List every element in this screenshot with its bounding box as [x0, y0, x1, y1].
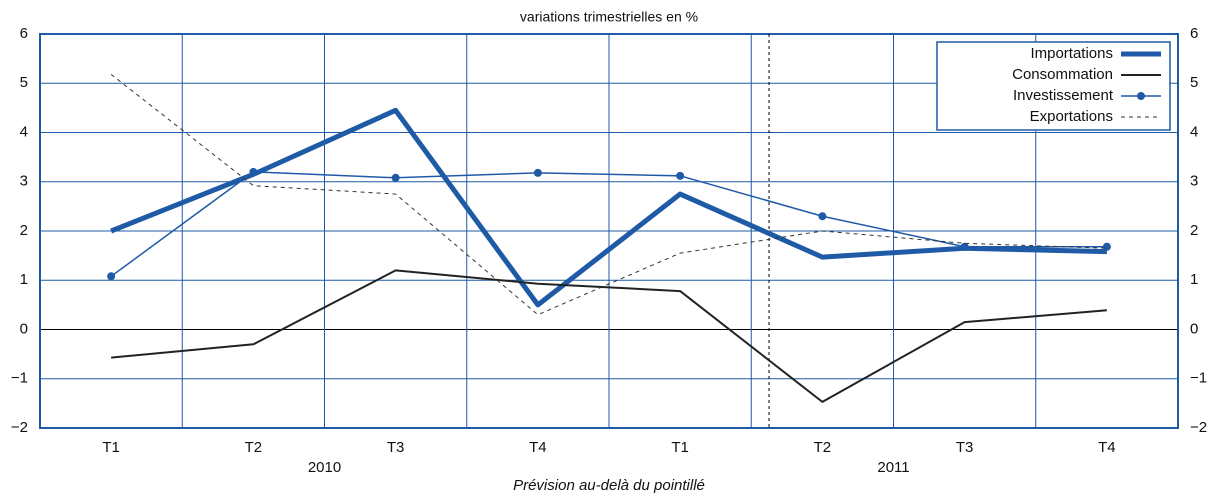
- y2-tick-label: 4: [1190, 123, 1198, 140]
- y2-tick-label: 3: [1190, 173, 1198, 190]
- x-tick-label: T2: [245, 439, 263, 456]
- series-line: [110, 171, 1107, 277]
- series-line: [111, 269, 1107, 403]
- y2-tick-label: −1: [1190, 370, 1207, 387]
- series-line: [110, 107, 1107, 308]
- series-marker: [533, 168, 542, 177]
- series-marker: [818, 212, 827, 221]
- y-tick-label: −2: [11, 419, 28, 436]
- series-marker: [107, 272, 116, 281]
- series-marker: [676, 171, 685, 180]
- y-tick-label: 3: [20, 173, 28, 190]
- legend-marker: [1137, 92, 1145, 100]
- y-tick-label: 1: [20, 271, 28, 288]
- y2-tick-label: 0: [1190, 320, 1198, 337]
- x-axis-title: Prévision au-delà du pointillé: [513, 477, 705, 494]
- chart-title: variations trimestrielles en %: [520, 9, 698, 25]
- x-tick-label: T4: [529, 439, 547, 456]
- y-tick-label: −1: [11, 370, 28, 387]
- series-marker: [960, 242, 969, 251]
- legend-label: Consommation: [1012, 66, 1113, 83]
- x-tick-label: T4: [1098, 439, 1116, 456]
- legend-label: Investissement: [1013, 87, 1114, 104]
- plot-frame: [39, 33, 1179, 429]
- y-tick-label: 0: [20, 320, 28, 337]
- y-tick-label: 2: [20, 222, 28, 239]
- series-line: [110, 73, 1107, 316]
- x-tick-label: T2: [814, 439, 832, 456]
- y2-tick-label: 5: [1190, 74, 1198, 91]
- series-marker: [391, 173, 400, 182]
- legend-box: [936, 41, 1171, 131]
- x-tick-label: T1: [102, 439, 120, 456]
- series-marker: [249, 167, 258, 176]
- y-tick-label: 6: [20, 25, 28, 42]
- series-marker: [1102, 242, 1111, 251]
- y-tick-label: 4: [20, 123, 28, 140]
- y2-tick-label: −2: [1190, 419, 1207, 436]
- y2-tick-label: 1: [1190, 271, 1198, 288]
- legend-label: Importations: [1030, 45, 1113, 62]
- year-label: 2011: [877, 459, 909, 476]
- legend-label: Exportations: [1030, 108, 1113, 125]
- y2-tick-label: 2: [1190, 222, 1198, 239]
- year-label: 2010: [308, 459, 341, 476]
- x-tick-label: T1: [671, 439, 689, 456]
- y-tick-label: 5: [20, 74, 28, 91]
- x-tick-label: T3: [387, 439, 405, 456]
- y2-tick-label: 6: [1190, 25, 1198, 42]
- x-tick-label: T3: [956, 439, 974, 456]
